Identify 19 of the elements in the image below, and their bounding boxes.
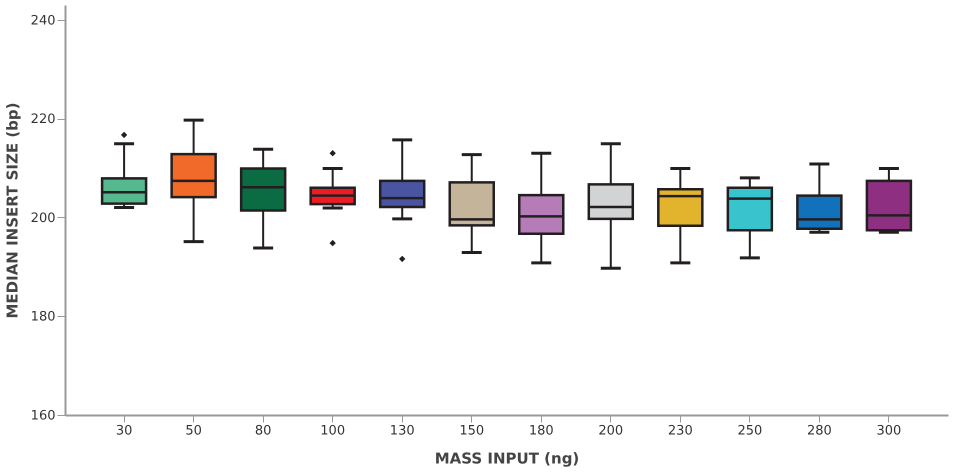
y-tick-label: 200: [30, 210, 56, 226]
y-tick-label: 180: [30, 310, 56, 325]
x-tick-label: 30: [116, 424, 132, 438]
x-tick-label: 250: [737, 424, 762, 438]
x-tick-label: 230: [668, 424, 693, 438]
x-axis-title: MASS INPUT (ng): [434, 450, 580, 468]
x-tick-label: 280: [806, 424, 832, 438]
y-tick-label: 220: [30, 112, 56, 128]
x-tick-label: 200: [598, 424, 624, 438]
y-axis-title: MEDIAN INSERT SIZE (bp): [4, 102, 22, 319]
y-tick-label: 240: [30, 13, 56, 28]
x-tick-label: 300: [876, 424, 902, 438]
x-tick-label: 150: [459, 424, 484, 438]
x-tick-label: 100: [320, 424, 346, 438]
x-tick-label: 130: [390, 424, 415, 438]
x-tick-label: 50: [185, 424, 202, 438]
x-tick-label: 180: [528, 424, 554, 438]
y-tick-label: 160: [30, 408, 56, 424]
x-tick-label: 80: [254, 424, 272, 438]
